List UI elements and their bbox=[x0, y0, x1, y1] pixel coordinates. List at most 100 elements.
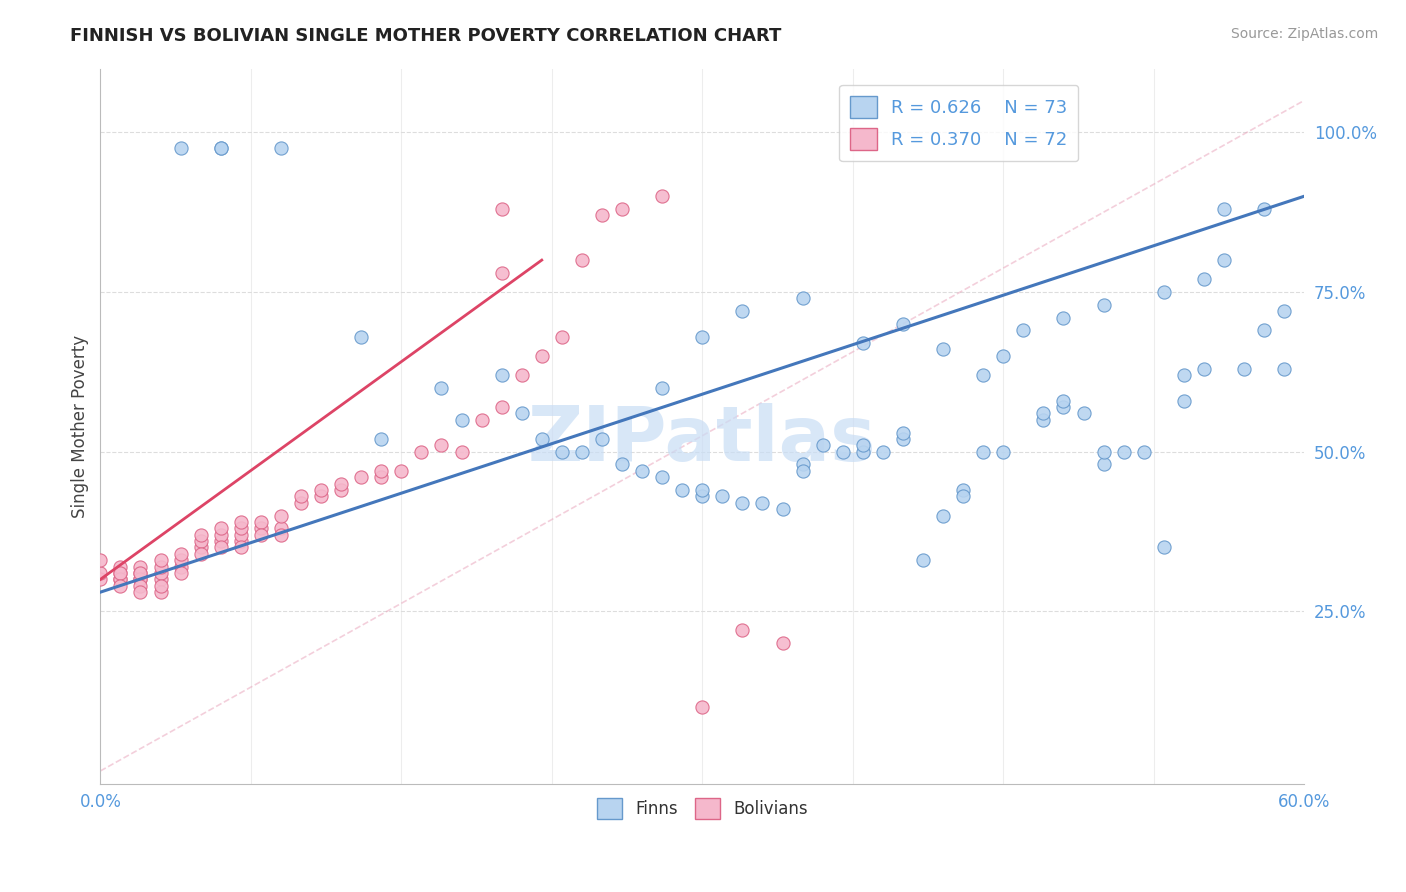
Point bbox=[1012, 323, 1035, 337]
Point bbox=[510, 368, 533, 382]
Point bbox=[610, 458, 633, 472]
Point bbox=[129, 573, 152, 587]
Point bbox=[229, 527, 252, 541]
Point bbox=[530, 432, 553, 446]
Point bbox=[731, 624, 754, 638]
Point bbox=[551, 444, 574, 458]
Point bbox=[350, 329, 373, 343]
Point bbox=[651, 381, 673, 395]
Point bbox=[792, 464, 814, 478]
Point bbox=[1272, 361, 1295, 376]
Point bbox=[731, 304, 754, 318]
Point bbox=[1032, 406, 1054, 420]
Point bbox=[1052, 393, 1074, 408]
Point bbox=[1272, 304, 1295, 318]
Point bbox=[129, 559, 152, 574]
Point bbox=[1132, 444, 1154, 458]
Point bbox=[932, 343, 955, 357]
Point bbox=[370, 464, 392, 478]
Point bbox=[110, 579, 132, 593]
Point bbox=[169, 547, 191, 561]
Point bbox=[772, 636, 794, 650]
Point bbox=[651, 189, 673, 203]
Point bbox=[591, 432, 613, 446]
Point bbox=[690, 700, 713, 714]
Point bbox=[450, 444, 472, 458]
Point bbox=[491, 266, 513, 280]
Point bbox=[571, 444, 593, 458]
Point bbox=[229, 534, 252, 549]
Point bbox=[993, 444, 1015, 458]
Point bbox=[190, 527, 212, 541]
Point bbox=[952, 483, 974, 497]
Point bbox=[389, 464, 412, 478]
Legend: Finns, Bolivians: Finns, Bolivians bbox=[591, 792, 814, 825]
Point bbox=[190, 534, 212, 549]
Point bbox=[1092, 458, 1115, 472]
Point bbox=[110, 566, 132, 580]
Point bbox=[270, 141, 292, 155]
Point bbox=[149, 566, 172, 580]
Point bbox=[169, 559, 191, 574]
Point bbox=[1153, 285, 1175, 299]
Point bbox=[1073, 406, 1095, 420]
Point bbox=[110, 559, 132, 574]
Point bbox=[891, 425, 914, 440]
Text: ZIPatlas: ZIPatlas bbox=[529, 403, 876, 477]
Point bbox=[852, 438, 875, 452]
Point bbox=[591, 208, 613, 222]
Y-axis label: Single Mother Poverty: Single Mother Poverty bbox=[72, 334, 89, 517]
Point bbox=[169, 566, 191, 580]
Point bbox=[731, 496, 754, 510]
Point bbox=[411, 444, 433, 458]
Point bbox=[1032, 413, 1054, 427]
Point bbox=[891, 317, 914, 331]
Point bbox=[430, 381, 453, 395]
Point bbox=[350, 470, 373, 484]
Point bbox=[309, 483, 332, 497]
Point bbox=[671, 483, 693, 497]
Point bbox=[169, 553, 191, 567]
Point bbox=[852, 444, 875, 458]
Point bbox=[89, 573, 111, 587]
Point bbox=[1173, 393, 1195, 408]
Point bbox=[491, 400, 513, 414]
Point bbox=[1213, 202, 1236, 216]
Point bbox=[330, 483, 353, 497]
Point bbox=[1052, 400, 1074, 414]
Point bbox=[129, 566, 152, 580]
Text: FINNISH VS BOLIVIAN SINGLE MOTHER POVERTY CORRELATION CHART: FINNISH VS BOLIVIAN SINGLE MOTHER POVERT… bbox=[70, 27, 782, 45]
Point bbox=[751, 496, 773, 510]
Point bbox=[772, 502, 794, 516]
Point bbox=[110, 573, 132, 587]
Point bbox=[209, 527, 232, 541]
Point bbox=[952, 489, 974, 503]
Point bbox=[1213, 253, 1236, 268]
Point bbox=[911, 553, 934, 567]
Point bbox=[330, 476, 353, 491]
Point bbox=[229, 541, 252, 555]
Point bbox=[250, 521, 273, 535]
Point bbox=[190, 547, 212, 561]
Point bbox=[110, 573, 132, 587]
Point bbox=[209, 141, 232, 155]
Point bbox=[209, 141, 232, 155]
Point bbox=[993, 349, 1015, 363]
Point bbox=[209, 541, 232, 555]
Point bbox=[209, 534, 232, 549]
Point bbox=[149, 585, 172, 599]
Point bbox=[190, 541, 212, 555]
Point bbox=[270, 521, 292, 535]
Point bbox=[651, 470, 673, 484]
Point bbox=[690, 329, 713, 343]
Point bbox=[129, 579, 152, 593]
Point bbox=[209, 521, 232, 535]
Point bbox=[370, 432, 392, 446]
Point bbox=[430, 438, 453, 452]
Point bbox=[1192, 361, 1215, 376]
Point bbox=[229, 515, 252, 529]
Point bbox=[1092, 444, 1115, 458]
Point bbox=[149, 573, 172, 587]
Point bbox=[1092, 298, 1115, 312]
Point bbox=[290, 496, 312, 510]
